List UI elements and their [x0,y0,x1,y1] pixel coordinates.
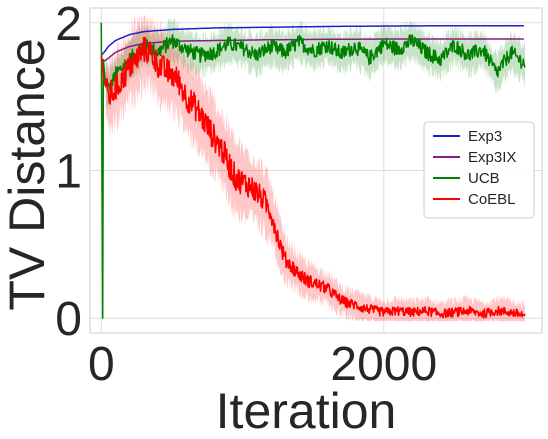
y-tick-labels: 0 1 2 [55,0,82,346]
legend-box [423,121,535,219]
legend: Exp3 Exp3IX UCB CoEBL [423,121,535,219]
line-ucb [100,22,526,319]
x-tick-label: 0 [88,338,115,391]
plot-frame [89,7,543,334]
line-coebl [100,36,526,319]
x-tick-label: 2000 [330,338,437,391]
line-exp3 [100,24,524,56]
band-coebl [105,15,526,322]
series-lines [100,22,526,319]
y-axis-label: TV Distance [0,38,55,310]
legend-label-ucb: UCB [468,170,500,187]
x-tick-labels: 0 2000 [88,338,437,391]
legend-label-exp3: Exp3 [468,128,502,145]
y-tick-label: 2 [55,0,82,51]
y-tick-label: 1 [55,146,82,199]
legend-label-coebl: CoEBL [468,191,516,208]
x-axis-label: Iteration [216,383,397,439]
y-tick-label: 0 [55,293,82,346]
legend-label-exp3ix: Exp3IX [468,149,516,166]
